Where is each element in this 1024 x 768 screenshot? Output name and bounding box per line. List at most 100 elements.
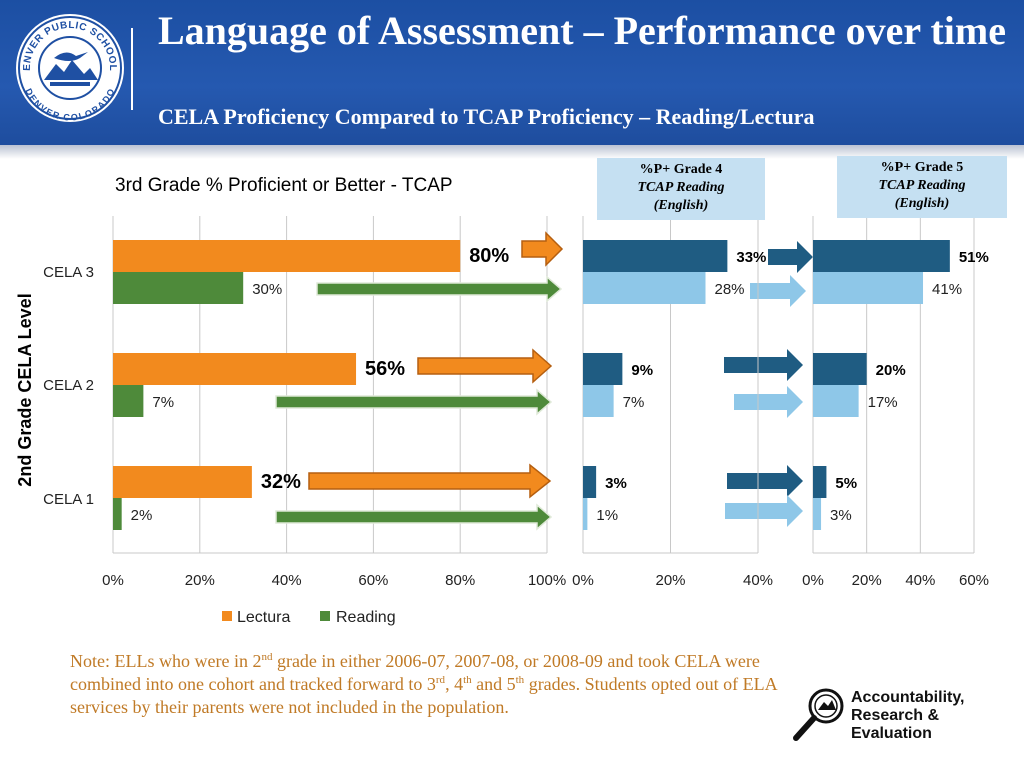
callout-grade5-line1: %P+ Grade 5 — [880, 160, 964, 175]
data-label: 28% — [715, 281, 745, 298]
x-tick-label: 40% — [272, 572, 302, 589]
x-tick-label: 80% — [445, 572, 475, 589]
legend-swatch-lectura — [222, 611, 232, 621]
data-label: 5% — [835, 475, 857, 492]
data-label: 1% — [596, 507, 618, 524]
arrow-icon — [417, 348, 553, 384]
footnote: Note: ELLs who were in 2nd grade in eith… — [70, 650, 815, 719]
bar — [583, 272, 706, 304]
bar — [813, 385, 859, 417]
bar — [583, 385, 614, 417]
panel2-tick-labels: 0% 20% 40% — [572, 572, 773, 589]
x-tick-label: 0% — [572, 572, 594, 589]
data-label: 33% — [736, 249, 766, 266]
x-tick-label: 60% — [959, 572, 989, 589]
arrow-icon — [275, 503, 553, 531]
legend-label-reading: Reading — [336, 609, 396, 626]
callout-grade5: %P+ Grade 5 TCAP Reading (English) — [837, 156, 1007, 218]
note-text: grade in either 2006-07, 2007-08, or 200… — [70, 651, 760, 694]
header-banner — [0, 0, 1024, 145]
arrow-icon — [727, 465, 803, 497]
note-text: Note: ELLs who were in 2 — [70, 651, 262, 671]
category-label: CELA 1 — [43, 491, 94, 508]
are-logo-text: Accountability, Research & Evaluation — [851, 689, 965, 743]
note-sup: nd — [261, 651, 273, 663]
callout-grade4-line2: TCAP Reading — [637, 180, 725, 195]
category-label: CELA 3 — [43, 264, 94, 281]
arrow-icon — [734, 386, 803, 418]
arrow-icon — [521, 231, 564, 267]
data-label: 51% — [959, 249, 989, 266]
category-label: CELA 2 — [43, 377, 94, 394]
x-tick-label: 60% — [358, 572, 388, 589]
x-tick-label: 40% — [743, 572, 773, 589]
callout-grade4-line3: (English) — [653, 198, 709, 213]
data-label: 17% — [868, 394, 898, 411]
slide-title: Language of Assessment – Performance ove… — [158, 8, 1006, 53]
bar — [113, 353, 357, 385]
note-sup: th — [463, 674, 472, 686]
bar — [813, 240, 950, 272]
data-label: 32% — [261, 471, 301, 493]
panel1-bars: 80% 56% 32% 30% 7% 2% — [113, 240, 509, 530]
arrow-icon — [768, 241, 813, 273]
panel3-tick-labels: 0% 20% 40% 60% — [802, 572, 989, 589]
bar — [113, 272, 244, 304]
arrow-icon — [725, 495, 803, 527]
bar — [113, 498, 122, 530]
data-label: 80% — [469, 245, 509, 267]
x-tick-label: 40% — [905, 572, 935, 589]
data-label: 7% — [623, 394, 645, 411]
note-sup: rd — [435, 674, 446, 686]
x-tick-label: 0% — [102, 572, 124, 589]
callout-grade5-line3: (English) — [894, 196, 950, 211]
data-label: 3% — [605, 475, 627, 492]
arrows — [275, 231, 813, 531]
bar — [113, 466, 252, 498]
callout-grade5-line2: TCAP Reading — [878, 178, 966, 193]
arrow-icon — [724, 349, 803, 381]
data-label: 41% — [932, 281, 962, 298]
slide-subtitle: CELA Proficiency Compared to TCAP Profic… — [158, 104, 815, 129]
data-label: 30% — [252, 281, 282, 298]
are-logo-line1: Accountability, — [851, 689, 965, 706]
x-tick-label: 20% — [185, 572, 215, 589]
data-label: 9% — [631, 362, 653, 379]
x-tick-label: 100% — [528, 572, 566, 589]
callout-grade4-line1: %P+ Grade 4 — [639, 162, 723, 177]
bar — [813, 272, 924, 304]
panel3-bars: 51% 20% 5% 41% 17% 3% — [813, 240, 989, 530]
bar — [583, 498, 588, 530]
y-axis-title: 2nd Grade CELA Level — [15, 293, 35, 486]
legend-swatch-reading — [320, 611, 330, 621]
bar — [583, 353, 623, 385]
data-label: 3% — [830, 507, 852, 524]
arrow-icon — [275, 388, 553, 416]
are-logo-line3: Evaluation — [851, 725, 932, 742]
bar — [583, 466, 597, 498]
x-tick-label: 20% — [852, 572, 882, 589]
bar — [583, 240, 728, 272]
note-text: and 5 — [471, 674, 516, 694]
data-label: 56% — [365, 358, 405, 380]
panel1-category-labels: CELA 3 CELA 2 CELA 1 — [43, 264, 94, 508]
note-text: , 4 — [445, 674, 464, 694]
dps-seal-logo: DENVER PUBLIC SCHOOLS DENVER COLORADO — [14, 12, 124, 123]
bar — [113, 385, 144, 417]
bar — [813, 353, 867, 385]
arrow-icon — [316, 275, 563, 303]
note-sup: th — [515, 674, 525, 686]
bar — [813, 466, 827, 498]
x-tick-label: 20% — [655, 572, 685, 589]
callout-grade4: %P+ Grade 4 TCAP Reading (English) — [597, 158, 765, 220]
data-label: 2% — [131, 507, 153, 524]
are-magnifier-icon — [793, 688, 844, 741]
chart-title: 3rd Grade % Proficient or Better - TCAP — [115, 175, 453, 196]
panel1-tick-labels: 0% 20% 40% 60% 80% 100% — [102, 572, 566, 589]
bar — [113, 240, 461, 272]
arrow-icon — [308, 463, 552, 499]
legend: Lectura Reading — [222, 609, 396, 626]
seal-divider — [131, 28, 133, 110]
arrow-icon — [750, 275, 806, 307]
